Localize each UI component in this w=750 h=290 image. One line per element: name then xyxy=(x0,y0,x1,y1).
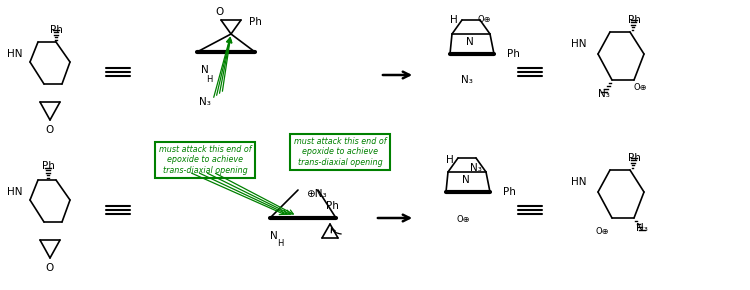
Text: H: H xyxy=(277,240,284,249)
Text: N: N xyxy=(201,65,208,75)
Text: N: N xyxy=(466,37,474,47)
Text: HN: HN xyxy=(571,177,586,187)
Text: H: H xyxy=(450,15,458,25)
Text: O⊕: O⊕ xyxy=(456,215,470,224)
Text: must attack this end of
epoxide to achieve
trans-diaxial opening: must attack this end of epoxide to achie… xyxy=(159,145,251,175)
Text: O⊕: O⊕ xyxy=(633,84,646,93)
Text: N₃: N₃ xyxy=(636,223,648,233)
Text: HN: HN xyxy=(7,49,22,59)
Text: H: H xyxy=(446,155,454,165)
Text: HN: HN xyxy=(571,39,586,49)
Text: Ph: Ph xyxy=(326,201,338,211)
Text: Ph: Ph xyxy=(50,25,62,35)
Text: Ph: Ph xyxy=(628,15,640,25)
Text: Ph: Ph xyxy=(628,153,640,163)
Text: H: H xyxy=(206,75,212,84)
Text: O⊕: O⊕ xyxy=(596,227,609,237)
Text: O: O xyxy=(214,7,223,17)
Text: N: N xyxy=(462,175,470,185)
Text: must attack this end of
epoxide to achieve
trans-diaxial opening: must attack this end of epoxide to achie… xyxy=(294,137,386,167)
Text: ⊕N₃: ⊕N₃ xyxy=(306,189,326,199)
Text: Ph: Ph xyxy=(248,17,262,27)
Text: O: O xyxy=(46,125,54,135)
Text: Ph: Ph xyxy=(503,187,516,197)
Text: O: O xyxy=(46,263,54,273)
Text: N₃: N₃ xyxy=(461,75,473,85)
Text: N₃: N₃ xyxy=(598,89,610,99)
Text: Ph: Ph xyxy=(41,161,55,171)
Text: O⊕: O⊕ xyxy=(477,15,490,24)
Text: N: N xyxy=(270,231,278,241)
Text: HN: HN xyxy=(7,187,22,197)
Text: Ph: Ph xyxy=(507,49,520,59)
Text: N₃: N₃ xyxy=(470,163,482,173)
Text: N₃: N₃ xyxy=(199,97,211,107)
